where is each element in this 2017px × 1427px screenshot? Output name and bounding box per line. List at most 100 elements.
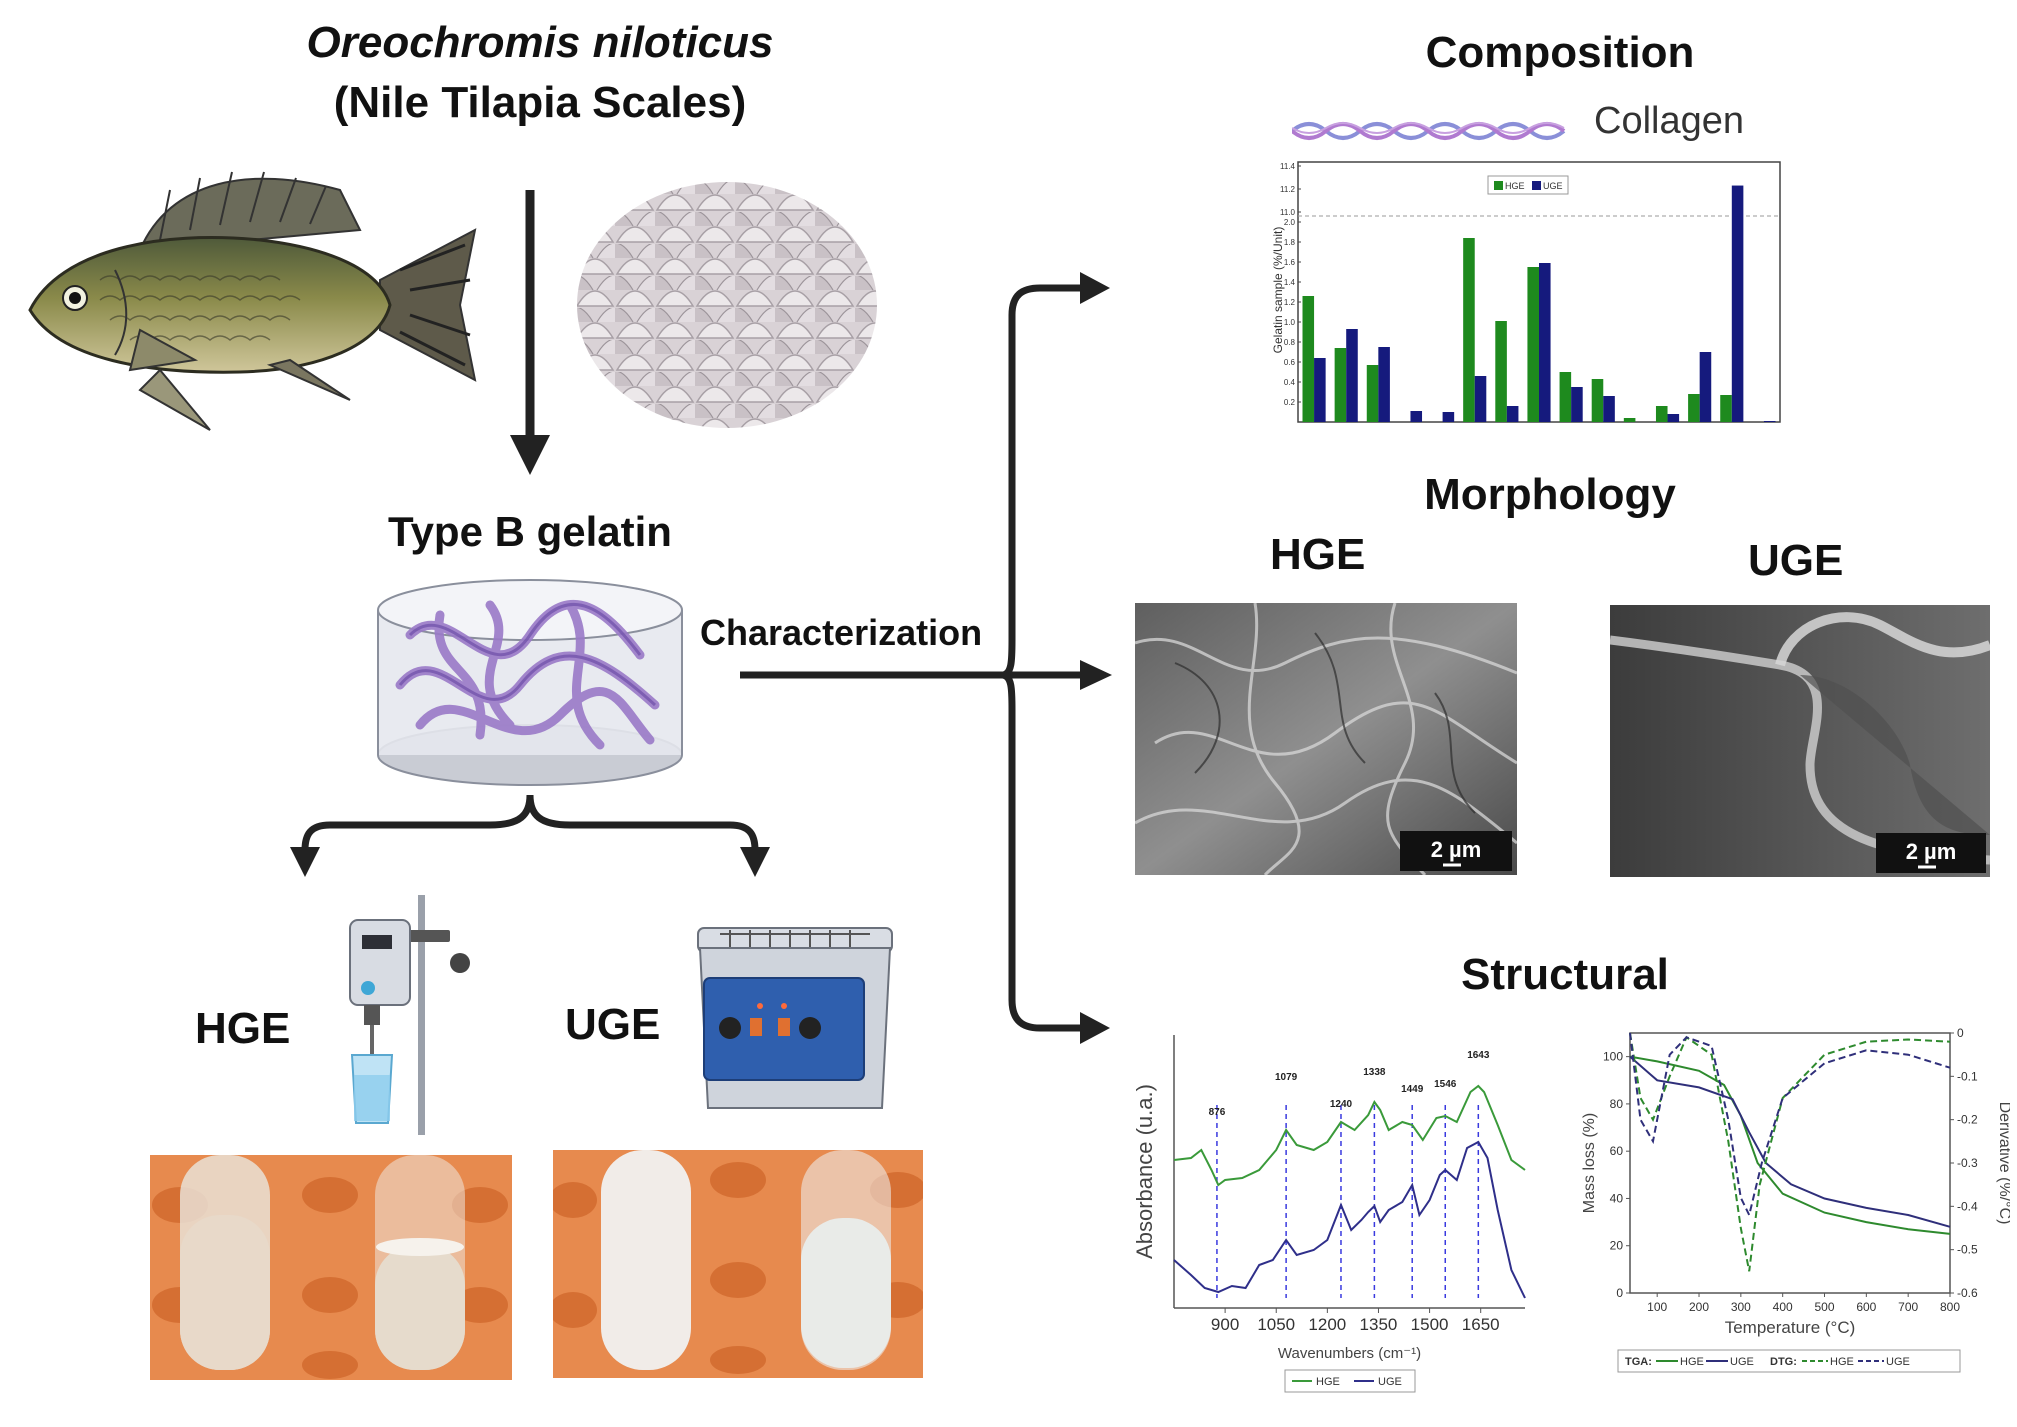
legend-label: HGE xyxy=(1505,181,1525,191)
y-tick-label: 40 xyxy=(1610,1191,1624,1205)
y-tick-label: 1.2 xyxy=(1284,298,1296,307)
homogenizer-illustration xyxy=(349,895,470,1135)
x-tick-label: 200 xyxy=(1689,1300,1709,1314)
tga-hge-curve xyxy=(1629,1055,1951,1235)
y-axis-label: Mass loss (%) xyxy=(1581,1113,1598,1213)
x-tick-label: 1350 xyxy=(1360,1315,1398,1334)
hge-test-tubes-photo xyxy=(150,1155,512,1380)
legend-swatch xyxy=(1494,181,1503,190)
sem-hge-image: 2 µm xyxy=(1135,603,1517,875)
peak-label: 1240 xyxy=(1330,1099,1353,1110)
structural-title: Structural xyxy=(1461,950,1669,999)
bar-uge xyxy=(1699,352,1712,422)
species-subtitle: (Nile Tilapia Scales) xyxy=(333,78,747,127)
y-tick-label: 1.0 xyxy=(1284,318,1296,327)
y-tick-label: 0.2 xyxy=(1284,398,1296,407)
y-axis-label: Gelatin sample (%/Unit) xyxy=(1271,227,1285,354)
y2-axis-label: Derivative (%/°C) xyxy=(1996,1102,2010,1225)
y2-tick-label: -0.3 xyxy=(1957,1156,1978,1170)
gelatin-dish-illustration xyxy=(377,579,683,786)
x-tick-label: 100 xyxy=(1647,1300,1667,1314)
x-tick-label: 500 xyxy=(1814,1300,1834,1314)
legend-label: UGE xyxy=(1378,1376,1402,1388)
y-tick-label: 0.6 xyxy=(1284,358,1296,367)
legend-box xyxy=(1487,175,1569,195)
composition-bar-chart: 0.2 0.4 0.6 0.8 1.0 1.2 1.4 1.6 1.8 2.011.0 11.2 11… xyxy=(1271,161,1781,423)
bar-uge xyxy=(1346,329,1358,422)
morphology-title: Morphology xyxy=(1424,470,1676,519)
ftir-spectrum-chart: 900 1050 1200 1350 1500 1650 Wavenumbers (cm⁻¹… xyxy=(1132,1035,1526,1393)
spectrum-uge xyxy=(1173,1140,1526,1299)
spectrum-hge xyxy=(1173,1084,1526,1187)
bar-uge xyxy=(1506,406,1519,422)
sem-uge-scalebar: 2 µm xyxy=(1906,839,1957,864)
bar-uge xyxy=(1378,347,1390,422)
bar-hge xyxy=(1527,267,1539,422)
x-tick-label: 800 xyxy=(1940,1300,1960,1314)
process-arrow-down xyxy=(510,190,550,475)
bar-hge xyxy=(1366,365,1379,422)
y-tick-label: 11.4 xyxy=(1280,162,1296,171)
y-tick-label: 20 xyxy=(1610,1239,1624,1253)
peak-label: 1643 xyxy=(1467,1050,1490,1061)
tga-uge-curve xyxy=(1629,1055,1951,1228)
legend-label: HGE xyxy=(1316,1376,1340,1388)
peak-label: 1449 xyxy=(1401,1084,1424,1095)
collagen-helix-icon xyxy=(1292,122,1566,140)
y-tick-label: 1.6 xyxy=(1284,258,1296,267)
sem-hge-scalebar: 2 µm xyxy=(1431,837,1482,862)
x-axis-label: Wavenumbers (cm⁻¹) xyxy=(1278,1345,1421,1362)
x-tick-label: 700 xyxy=(1898,1300,1918,1314)
bar-hge xyxy=(1334,348,1347,422)
tilapia-fish-illustration xyxy=(28,171,477,431)
y-tick-label: 1.4 xyxy=(1284,278,1296,287)
bar-uge xyxy=(1314,358,1326,422)
legend-label: UGE xyxy=(1543,181,1563,191)
bar-hge xyxy=(1720,395,1732,422)
y-tick-label: 11.0 xyxy=(1280,208,1296,217)
x-tick-label: 1200 xyxy=(1308,1315,1346,1334)
y-tick-label: 1.8 xyxy=(1284,238,1296,247)
bar-uge xyxy=(1442,412,1455,422)
characterization-arrows xyxy=(740,272,1112,1044)
bar-hge xyxy=(1559,372,1572,422)
legend-label: UGE xyxy=(1730,1356,1754,1368)
bar-uge xyxy=(1474,376,1487,422)
chart-legend: HGE UGE xyxy=(1487,175,1569,195)
y-axis-label: Absorbance (u.a.) xyxy=(1132,1084,1157,1259)
legend-box xyxy=(1284,1369,1416,1393)
y-tick-label: 60 xyxy=(1610,1144,1624,1158)
gelatin-title: Type B gelatin xyxy=(388,508,672,555)
y-tick-label: 100 xyxy=(1603,1050,1623,1064)
x-tick-label: 1050 xyxy=(1257,1315,1295,1334)
y-tick-label: 80 xyxy=(1610,1097,1624,1111)
y2-tick-label: -0.6 xyxy=(1957,1286,1978,1300)
bar-uge xyxy=(1603,396,1615,422)
bar-uge xyxy=(1539,263,1551,422)
ultrasonic-bath-illustration xyxy=(697,927,893,1109)
legend-tga-label: TGA: xyxy=(1625,1356,1652,1368)
x-axis-label: Temperature (°C) xyxy=(1725,1318,1856,1337)
peak-label: 1546 xyxy=(1434,1079,1457,1090)
bar-uge xyxy=(1410,411,1423,422)
peak-label: 1338 xyxy=(1363,1067,1386,1078)
legend-swatch xyxy=(1532,181,1541,190)
bar-hge xyxy=(1688,394,1700,422)
dtg-uge-curve xyxy=(1629,1032,1951,1218)
bar-hge xyxy=(1302,296,1315,422)
bar-uge xyxy=(1763,421,1776,422)
peak-label: 876 xyxy=(1209,1107,1226,1118)
method-hge-label: HGE xyxy=(195,1004,291,1053)
x-tick-label: 900 xyxy=(1211,1315,1239,1334)
x-tick-label: 1500 xyxy=(1411,1315,1449,1334)
legend-dtg-label: DTG: xyxy=(1770,1356,1797,1368)
characterization-label: Characterization xyxy=(700,612,983,653)
y-tick-label: 0.4 xyxy=(1284,378,1296,387)
chart-legend: HGE UGE xyxy=(1284,1369,1416,1393)
y2-tick-label: -0.2 xyxy=(1957,1113,1978,1127)
fish-scales-photo xyxy=(577,182,877,428)
bar-hge xyxy=(1655,406,1668,422)
bar-hge xyxy=(1591,379,1604,422)
y2-tick-label: -0.5 xyxy=(1957,1243,1978,1257)
species-title: Oreochromis niloticus xyxy=(306,18,774,67)
